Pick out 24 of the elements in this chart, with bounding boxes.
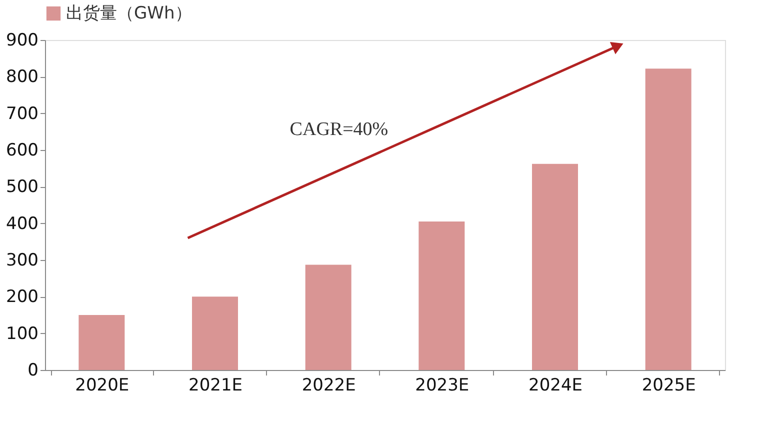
bar	[192, 296, 238, 370]
y-tick-label: 200	[6, 287, 38, 308]
x-tick-label: 2020E	[75, 376, 130, 396]
bar	[532, 164, 578, 370]
bar	[305, 264, 352, 370]
bar	[78, 315, 125, 370]
y-tick-label: 0	[28, 360, 38, 380]
annotation: CAGR=40%	[290, 119, 388, 140]
y-tick-label: 700	[6, 104, 38, 124]
x-tick-label: 2023E	[415, 376, 470, 396]
y-tick-label: 100	[6, 324, 38, 344]
y-tick-label: 500	[6, 177, 38, 198]
bar	[418, 222, 465, 370]
y-tick-label: 400	[6, 214, 38, 234]
x-tick-label: 2022E	[302, 376, 356, 396]
y-tick-label: 900	[6, 30, 38, 50]
bar	[645, 68, 692, 370]
y-tick-label: 600	[6, 140, 38, 160]
legend-label: 出货量（GWh）	[66, 4, 192, 24]
x-tick-label: 2025E	[642, 376, 696, 396]
x-tick-label: 2021E	[188, 376, 243, 396]
y-tick-label: 300	[6, 250, 38, 270]
y-tick-label: 800	[6, 67, 38, 88]
x-tick-label: 2024E	[528, 376, 583, 396]
